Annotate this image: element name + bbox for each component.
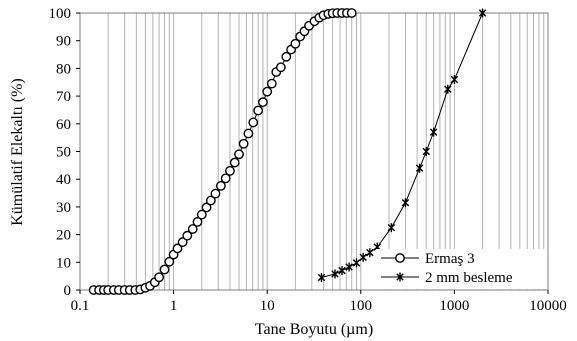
y-tick-label: 20 <box>56 228 71 244</box>
x-axis-title: Tane Boyutu (µm) <box>255 321 373 338</box>
data-point <box>192 216 203 227</box>
x-tick-labels: 0.1 1 10 100 1000 10000 <box>71 290 567 314</box>
data-point <box>366 248 374 258</box>
y-tick-label: 30 <box>56 200 71 216</box>
y-tick-label: 0 <box>64 283 72 299</box>
data-point <box>346 8 357 18</box>
plot-frame <box>79 12 549 291</box>
y-tick-label: 40 <box>56 172 71 188</box>
data-point <box>205 195 216 206</box>
data-point <box>415 163 424 173</box>
data-point <box>401 198 410 208</box>
y-tick-labels: 0 10 20 30 40 50 60 70 80 90 100 <box>49 6 80 299</box>
data-point <box>275 62 286 73</box>
legend-label: 2 mm besleme <box>425 270 513 286</box>
data-point <box>210 188 221 199</box>
x-tick-label: 10000 <box>529 298 567 314</box>
x-tick-label: 1 <box>170 298 178 314</box>
data-point <box>159 264 170 275</box>
y-tick-label: 60 <box>56 117 71 133</box>
data-point <box>450 74 459 84</box>
y-tick-label: 70 <box>56 89 71 105</box>
legend-box <box>376 249 546 289</box>
legend: Ermaş 3 2 mm besleme <box>376 249 546 289</box>
data-point <box>266 78 277 89</box>
data-point <box>338 266 346 276</box>
data-point <box>444 84 452 94</box>
series-line-0 <box>93 12 352 291</box>
data-point <box>220 173 231 184</box>
data-point <box>215 180 226 191</box>
data-point <box>359 252 367 262</box>
x-tick-label: 0.1 <box>71 298 90 314</box>
data-point <box>164 256 175 267</box>
data-point <box>422 147 430 156</box>
data-point <box>177 237 188 247</box>
data-point <box>352 258 361 268</box>
data-point <box>253 105 264 116</box>
data-point <box>429 127 438 137</box>
data-point <box>187 224 198 234</box>
data-point <box>201 202 212 213</box>
data-point <box>234 149 244 160</box>
data-point <box>478 8 487 18</box>
data-point <box>196 209 207 220</box>
data-point <box>182 230 193 241</box>
data-point <box>248 117 259 128</box>
x-tick-label: 100 <box>350 298 373 314</box>
legend-label: Ermaş 3 <box>425 251 475 267</box>
data-point <box>258 97 268 108</box>
y-tick-label: 50 <box>56 145 71 161</box>
y-tick-label: 80 <box>56 61 71 77</box>
data-point <box>290 38 301 49</box>
data-point <box>229 157 240 168</box>
x-tick-label: 10 <box>260 298 275 314</box>
series-line-1 <box>321 12 484 279</box>
data-point <box>317 273 326 283</box>
legend-marker <box>396 272 404 282</box>
y-axis-title: Kümülatif Elekaltı (%) <box>9 78 26 226</box>
data-point <box>262 86 273 97</box>
data-point <box>281 51 292 62</box>
data-point <box>345 262 353 272</box>
data-point <box>154 272 165 283</box>
legend-marker <box>395 253 405 263</box>
data-point <box>243 128 254 139</box>
y-tick-label: 90 <box>56 34 71 50</box>
data-point <box>387 223 396 233</box>
data-point <box>172 243 183 254</box>
y-tick-label: 100 <box>49 6 72 22</box>
data-point <box>225 165 235 176</box>
markers <box>88 8 487 295</box>
y-tick-label: 10 <box>56 255 71 271</box>
data-point <box>331 269 339 279</box>
data-point <box>238 138 249 149</box>
x-tick-label: 1000 <box>439 298 469 314</box>
